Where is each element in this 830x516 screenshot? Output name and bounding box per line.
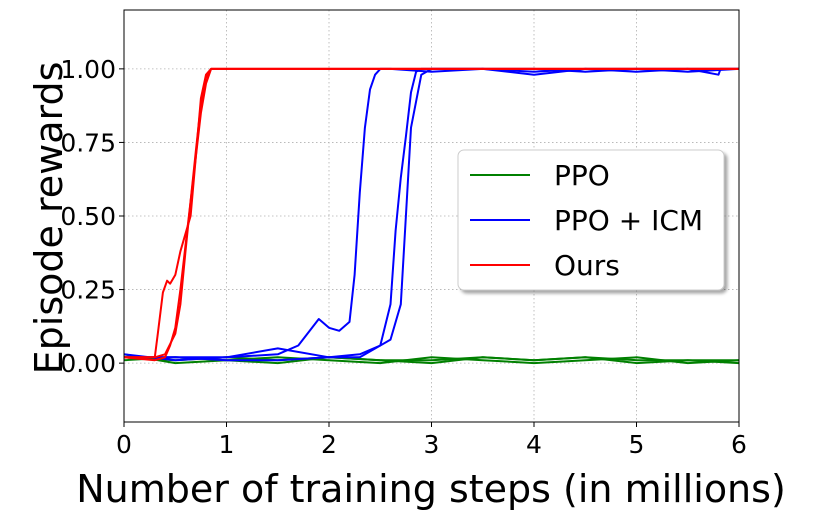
x-axis-label: Number of training steps (in millions)	[76, 467, 786, 511]
x-tick-label-2: 2	[321, 430, 337, 459]
legend-label-ppo-icm: PPO + ICM	[554, 204, 703, 237]
y-tick-label-1: 0.25	[60, 276, 116, 305]
x-tick-label-0: 0	[116, 430, 132, 459]
series-line-ours-run-3	[124, 67, 739, 362]
x-tick-label-3: 3	[424, 430, 440, 459]
y-tick-label-3: 0.75	[60, 128, 116, 157]
legend: PPO PPO + ICM Ours	[457, 149, 725, 291]
x-tick-label-5: 5	[629, 430, 645, 459]
x-tick-label-4: 4	[526, 430, 542, 459]
axis-ticks: 0 1 2 3 4 5 6 0.00 0.25 0.50 0.75 1.00	[60, 55, 747, 459]
y-tick-label-0: 0.00	[60, 349, 116, 378]
y-tick-label-2: 0.50	[60, 202, 116, 231]
y-axis-label: Episode rewards	[27, 62, 71, 375]
legend-box	[457, 149, 725, 291]
series-line-ppo-icm-run-3	[124, 67, 739, 362]
y-tick-label-4: 1.00	[60, 55, 116, 84]
x-tick-label-6: 6	[731, 430, 747, 459]
legend-label-ppo: PPO	[554, 159, 610, 192]
legend-label-ours: Ours	[554, 249, 620, 282]
series-layer	[124, 67, 739, 365]
x-tick-label-1: 1	[219, 430, 235, 459]
